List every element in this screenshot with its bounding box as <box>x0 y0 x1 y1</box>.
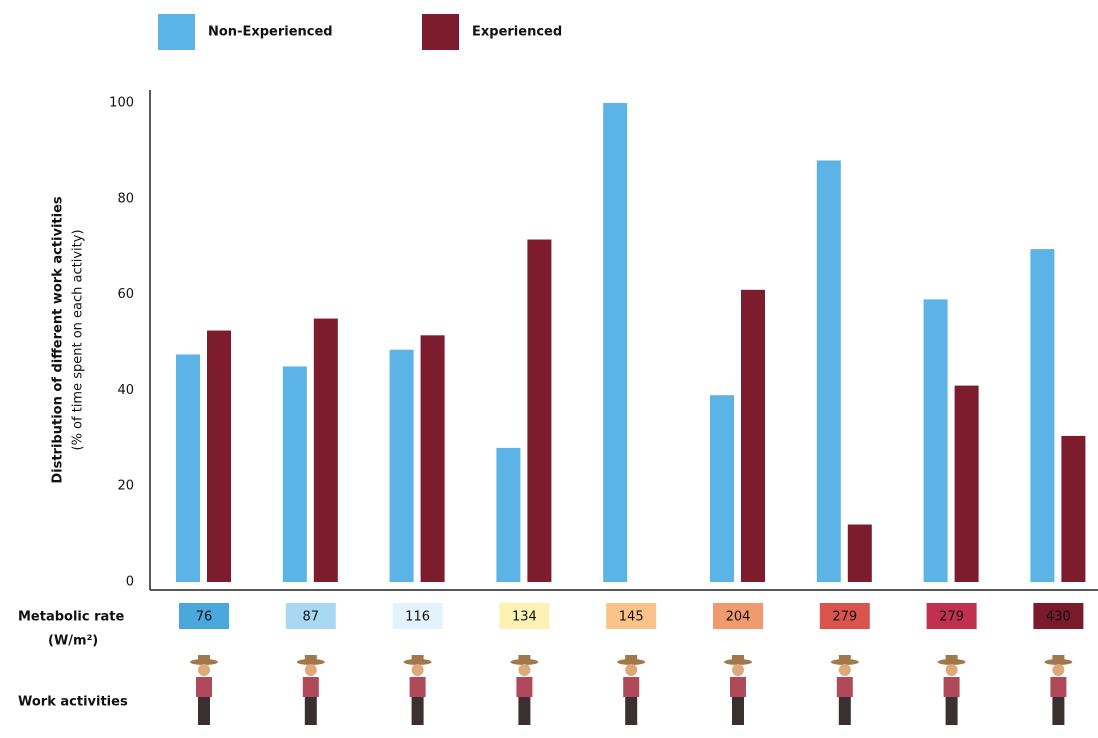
y-tick-label: 20 <box>117 479 134 494</box>
metabolic-box <box>926 603 977 629</box>
bar <box>527 239 552 582</box>
worker-head <box>198 664 210 676</box>
metabolic-box <box>1033 603 1084 629</box>
worker-head <box>518 664 531 676</box>
legend-swatch <box>158 14 195 50</box>
metabolic-value: 279 <box>832 610 857 625</box>
metabolic-value: 116 <box>405 610 430 625</box>
worker-legs <box>945 697 958 725</box>
y-tick-label: 0 <box>126 575 134 590</box>
y-axis-sublabel: (% of time spent on each activity) <box>71 229 86 450</box>
metabolic-value: 430 <box>1046 610 1071 625</box>
worker-legs <box>1052 697 1065 725</box>
bar <box>389 349 414 582</box>
bar <box>954 385 979 582</box>
metabolic-box <box>819 603 870 629</box>
worker-head <box>1052 664 1065 676</box>
bar <box>1030 249 1055 582</box>
worker-legs <box>198 697 210 725</box>
y-axis-label: Distribution of different work activitie… <box>51 196 66 484</box>
metabolic-box <box>392 603 443 629</box>
metabolic-value: 76 <box>196 610 213 625</box>
bar <box>741 289 765 582</box>
y-tick-label: 60 <box>117 287 134 302</box>
metabolic-box <box>606 603 657 629</box>
bar <box>496 447 521 582</box>
worker-legs <box>625 697 638 725</box>
worker-hat-top <box>732 655 744 662</box>
worker-hat-top <box>198 655 210 662</box>
metabolic-value: 279 <box>939 610 964 625</box>
bar <box>282 366 307 582</box>
worker-hat-top <box>1052 655 1065 662</box>
worker-hat-top <box>518 655 531 662</box>
bar <box>420 335 445 582</box>
worker-head <box>732 664 744 676</box>
worker-body <box>409 677 426 697</box>
y-tick-label: 80 <box>117 191 134 206</box>
metabolic-box <box>713 603 763 629</box>
metabolic-label: Metabolic rate <box>18 610 125 625</box>
bar <box>207 330 231 582</box>
worker-head <box>304 664 317 676</box>
worker-legs <box>304 697 317 725</box>
worker-body <box>1050 677 1067 697</box>
bar <box>1061 435 1086 582</box>
worker-head <box>838 664 851 676</box>
worker-hat-top <box>411 655 424 662</box>
worker-hat-top <box>625 655 638 662</box>
worker-body <box>516 677 533 697</box>
metabolic-box <box>285 603 336 629</box>
metabolic-box <box>179 603 229 629</box>
worker-legs <box>732 697 744 725</box>
worker-body <box>836 677 853 697</box>
worker-head <box>625 664 638 676</box>
legend-swatch <box>422 14 459 50</box>
bar <box>847 524 872 582</box>
worker-legs <box>411 697 424 725</box>
bar <box>923 299 948 582</box>
metabolic-value: 134 <box>512 610 537 625</box>
worker-body <box>943 677 960 697</box>
legend-label: Non-Experienced <box>208 25 333 40</box>
y-tick-label: 40 <box>117 383 134 398</box>
metabolic-value: 204 <box>726 610 751 625</box>
legend-label: Experienced <box>472 25 562 40</box>
bar <box>710 395 734 582</box>
worker-hat-top <box>945 655 958 662</box>
bar <box>603 103 628 582</box>
worker-body <box>196 677 212 697</box>
metabolic-unit: (W/m²) <box>48 634 98 649</box>
worker-body <box>623 677 640 697</box>
worker-hat-top <box>838 655 851 662</box>
worker-hat-top <box>304 655 317 662</box>
y-tick-label: 100 <box>109 96 134 111</box>
worker-head <box>945 664 958 676</box>
worker-body <box>730 677 746 697</box>
metabolic-value: 87 <box>303 610 320 625</box>
worker-body <box>302 677 319 697</box>
metabolic-box <box>499 603 550 629</box>
metabolic-value: 145 <box>619 610 644 625</box>
bar <box>176 354 200 582</box>
bar <box>816 160 841 583</box>
worker-head <box>411 664 424 676</box>
worker-legs <box>518 697 531 725</box>
worker-legs <box>838 697 851 725</box>
bar <box>313 318 338 582</box>
activities-label: Work activities <box>18 695 128 710</box>
